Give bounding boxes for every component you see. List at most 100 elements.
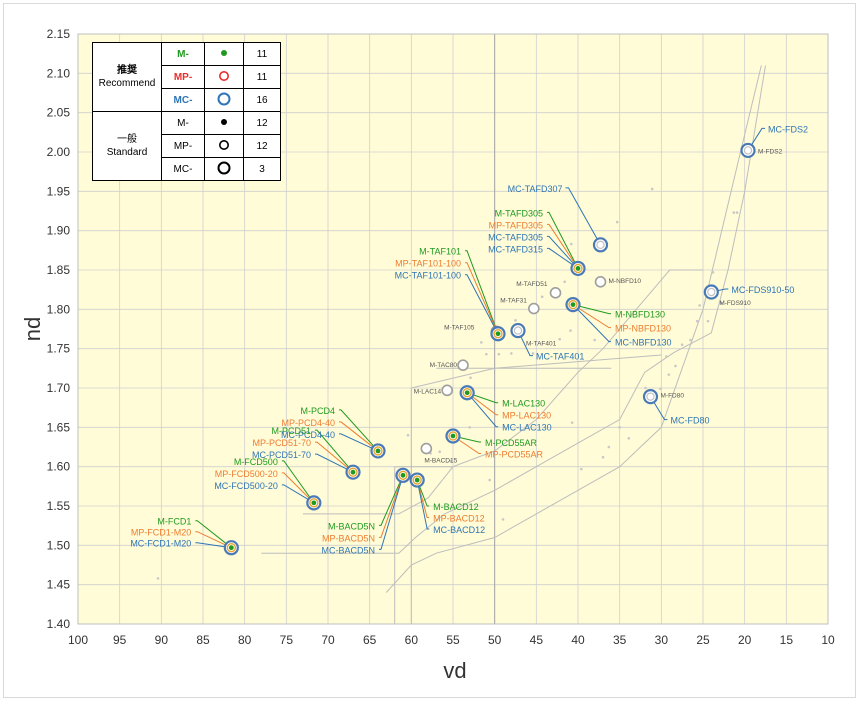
standard-point <box>420 442 433 455</box>
leader-line <box>315 429 354 473</box>
point-label: MC-TAF101-100 <box>395 271 461 281</box>
recommended-point-m-dot <box>400 472 406 478</box>
faint-point <box>156 577 160 580</box>
leader-line <box>572 304 611 343</box>
x-tick-label: 60 <box>405 633 419 647</box>
point-label: M-NBFD130 <box>615 310 665 320</box>
legend-recommend-jp: 推奨 <box>117 65 137 76</box>
leader-line <box>315 441 354 473</box>
y-tick-label: 2.05 <box>47 106 71 120</box>
x-axis-label: vd <box>443 658 466 683</box>
point-label: M-PCD51 <box>271 426 311 436</box>
recommended-point-m-dot <box>575 266 581 271</box>
faint-point <box>711 271 715 274</box>
leader-line <box>565 187 601 246</box>
leader-line <box>416 479 430 519</box>
legend-series-label: MC- <box>161 157 205 181</box>
legend-symbol <box>204 65 244 89</box>
point-label: MC-BACD5N <box>321 545 375 555</box>
standard-point-label: M-TAF31 <box>500 298 527 305</box>
recommended-point-m-dot <box>228 545 234 551</box>
point-label: M-BACD12 <box>433 502 479 512</box>
faint-point <box>650 187 654 191</box>
legend-symbol <box>204 42 244 66</box>
legend-symbol <box>204 88 244 112</box>
leader-line <box>547 223 579 269</box>
faint-point <box>438 450 441 454</box>
leader-line <box>281 472 315 504</box>
point-label: MP-PCD4-40 <box>281 418 335 428</box>
mc-point-inner <box>596 240 605 250</box>
x-tick-label: 10 <box>821 633 835 647</box>
faint-point <box>580 467 583 471</box>
point-label: MP-BACD12 <box>433 514 485 524</box>
point-label: MC-TAFD305 <box>488 232 543 242</box>
faint-point <box>627 437 631 440</box>
recommended-point-m-dot <box>350 469 356 475</box>
standard-point-label: M-FD80 <box>661 393 685 400</box>
legend-count: 12 <box>243 134 281 158</box>
legend-series-label: MP- <box>161 134 205 158</box>
x-tick-label: 75 <box>280 633 294 647</box>
legend-count: 11 <box>243 65 281 89</box>
legend-ring-icon <box>219 70 229 81</box>
recommended-point-m-dot <box>311 500 317 506</box>
legend-large-ring-icon <box>217 92 231 105</box>
standard-point <box>441 384 453 397</box>
y-tick-label: 1.50 <box>47 538 71 552</box>
faint-point <box>558 337 561 341</box>
point-label: MC-TAFD315 <box>488 244 543 254</box>
point-label: MC-TAF401 <box>536 352 584 362</box>
y-axis-label: nd <box>20 317 45 341</box>
standard-point-label: M-TAFD51 <box>516 281 548 288</box>
x-tick-label: 50 <box>488 633 502 647</box>
leader-line <box>467 392 499 404</box>
y-tick-label: 2.00 <box>47 145 71 159</box>
y-tick-label: 1.45 <box>47 578 71 592</box>
legend-group-standard: 一般 Standard <box>92 111 162 181</box>
chart-frame <box>3 3 856 698</box>
legend-recommend-en: Recommend <box>98 78 156 89</box>
faint-point <box>644 386 647 390</box>
faint-point <box>488 478 491 482</box>
plot-border <box>77 33 829 625</box>
leader-line <box>195 542 232 549</box>
leader-line <box>572 304 611 315</box>
y-tick-label: 1.70 <box>47 381 71 395</box>
boundary-line <box>261 65 766 554</box>
faint-point <box>732 211 736 214</box>
leader-line <box>195 531 232 549</box>
x-tick-label: 100 <box>68 633 88 647</box>
leader-line <box>379 475 404 526</box>
point-label: M-FCD500 <box>234 457 278 467</box>
legend-large-ring-icon <box>217 161 231 174</box>
leader-line <box>315 453 354 473</box>
faint-point <box>569 329 572 332</box>
point-label: MC-FD80 <box>671 416 710 426</box>
x-tick-label: 70 <box>321 633 335 647</box>
standard-point-label: M-FDS2 <box>758 148 783 155</box>
leader-line <box>281 460 315 504</box>
mc-point-inner <box>707 287 716 297</box>
standard-point-label: M-TAF105 <box>444 324 475 331</box>
leader-line <box>379 475 404 538</box>
leader-line <box>452 435 481 443</box>
x-tick-label: 85 <box>196 633 210 647</box>
standard-point-label: M-NBFD10 <box>609 278 642 285</box>
leader-line <box>452 435 481 454</box>
faint-point <box>570 421 574 424</box>
leader-line <box>466 392 499 416</box>
x-tick-label: 20 <box>738 633 752 647</box>
leader-line <box>465 250 499 334</box>
legend-dot-icon <box>221 49 227 56</box>
leader-line <box>379 475 404 550</box>
leader-line <box>339 433 379 452</box>
faint-point <box>531 352 535 355</box>
recommended-point-m-dot <box>414 477 420 483</box>
y-tick-label: 1.80 <box>47 302 71 316</box>
x-tick-label: 80 <box>238 633 252 647</box>
leader-line <box>547 211 579 269</box>
leader-line <box>650 396 668 421</box>
y-tick-label: 2.10 <box>47 66 71 80</box>
y-tick-label: 1.90 <box>47 224 71 238</box>
